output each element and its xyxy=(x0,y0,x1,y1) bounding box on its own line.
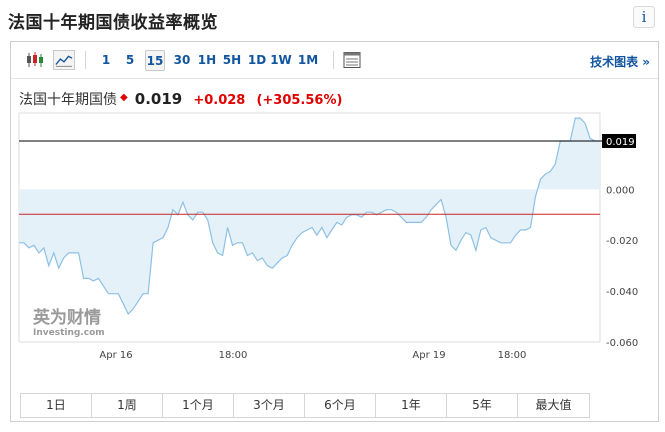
toolbar-separator xyxy=(333,51,334,69)
technical-chart-link[interactable]: 技术图表 » xyxy=(590,55,650,69)
price-change-percent: (+305.56%) xyxy=(256,93,343,108)
timeframe-15[interactable]: 15 xyxy=(145,50,165,71)
instrument-name: 法国十年期国债 xyxy=(19,92,117,108)
watermark-logo-cn: 英为财情 xyxy=(33,307,101,328)
x-tick-label: Apr 16 xyxy=(99,350,132,361)
chart-widget: 1 5 15 30 1H 5H 1D 1W 1M 技术图表 » 法国十年期国债 ◆ 0.019 +… xyxy=(10,41,659,422)
price-change: +0.028 xyxy=(193,93,246,108)
range-button-3[interactable]: 3个月 xyxy=(234,394,305,417)
series-line xyxy=(19,117,600,316)
range-button-7[interactable]: 最大值 xyxy=(518,394,589,417)
candlestick-icon[interactable] xyxy=(25,51,45,69)
toolbar-separator xyxy=(85,51,86,69)
watermark-logo-en: Investing.com xyxy=(33,328,105,338)
info-icon[interactable]: i xyxy=(633,6,655,28)
y-tick-label: -0.040 xyxy=(606,287,638,298)
table-icon[interactable] xyxy=(342,51,362,69)
y-tick-label: -0.020 xyxy=(606,236,638,247)
x-tick-label: Apr 19 xyxy=(412,350,445,361)
timeframe-1h[interactable]: 1H xyxy=(197,53,217,67)
quote-header: 法国十年期国债 ◆ 0.019 +0.028 (+305.56%) xyxy=(19,89,342,109)
timeframe-1m[interactable]: 1M xyxy=(297,53,319,67)
range-button-0[interactable]: 1日 xyxy=(21,394,92,417)
current-value-tag xyxy=(602,133,636,148)
y-tick-label: -0.060 xyxy=(606,338,638,349)
range-button-6[interactable]: 5年 xyxy=(447,394,518,417)
timeframe-1w[interactable]: 1W xyxy=(270,53,292,67)
y-tick-label: 0.000 xyxy=(606,185,635,196)
page-title: 法国十年期国债收益率概览 xyxy=(8,13,218,33)
timeframe-1d[interactable]: 1D xyxy=(247,53,267,67)
range-button-5[interactable]: 1年 xyxy=(376,394,447,417)
range-button-4[interactable]: 6个月 xyxy=(305,394,376,417)
series-area-fill xyxy=(19,118,600,314)
range-button-2[interactable]: 1个月 xyxy=(163,394,234,417)
timeframe-5h[interactable]: 5H xyxy=(222,53,242,67)
timeframe-30[interactable]: 30 xyxy=(173,53,191,67)
current-value-label: 0.019 xyxy=(606,137,635,148)
area-chart-icon[interactable] xyxy=(53,50,75,70)
chart-toolbar: 1 5 15 30 1H 5H 1D 1W 1M 技术图表 » xyxy=(11,42,658,79)
x-tick-label: 18:00 xyxy=(498,350,527,361)
range-button-1[interactable]: 1周 xyxy=(92,394,163,417)
timeframe-1[interactable]: 1 xyxy=(101,53,111,67)
last-price: 0.019 xyxy=(134,90,183,108)
x-tick-label: 18:00 xyxy=(219,350,248,361)
up-arrow-icon: ◆ xyxy=(120,92,128,103)
timeframe-5[interactable]: 5 xyxy=(125,53,135,67)
range-selector: 1日 1周 1个月 3个月 6个月 1年 5年 最大值 xyxy=(20,393,590,418)
